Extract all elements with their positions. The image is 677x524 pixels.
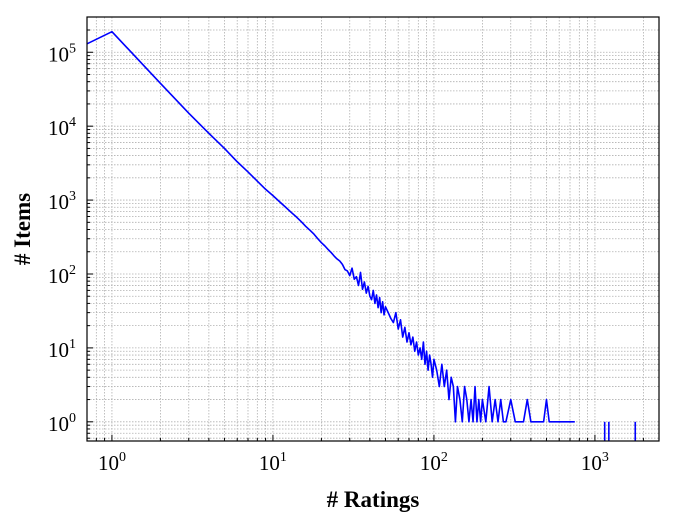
y-tick-label: 103 — [48, 189, 76, 214]
y-tick-label: 105 — [48, 41, 76, 66]
grid-lines — [86, 16, 659, 441]
x-tick-label: 101 — [259, 450, 287, 475]
x-axis-label: # Ratings — [327, 487, 420, 512]
x-tick-label: 100 — [98, 450, 126, 475]
y-tick-label: 101 — [48, 337, 76, 362]
x-tick-label: 103 — [581, 450, 609, 475]
y-tick-label: 102 — [48, 263, 76, 288]
x-tick-label: 102 — [420, 450, 448, 475]
y-tick-label: 104 — [48, 115, 76, 140]
plot-area — [87, 30, 637, 441]
axis-ticks — [86, 16, 644, 441]
y-axis-label: # Items — [10, 193, 35, 265]
series-line — [87, 30, 575, 423]
y-tick-label: 100 — [48, 411, 76, 436]
tick-labels: 100 101 102 103 100 101 102 103 104 105 — [48, 41, 609, 475]
